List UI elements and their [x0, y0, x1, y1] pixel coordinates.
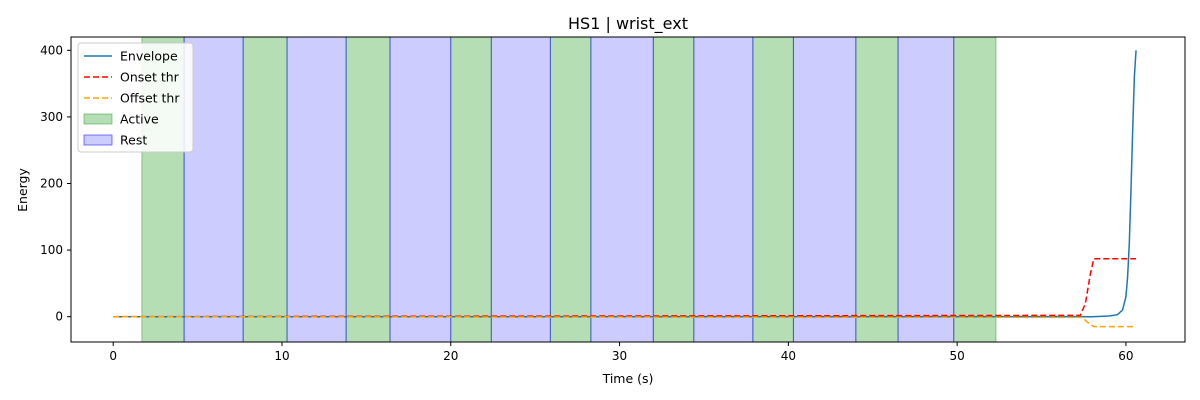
- rest-band: [693, 36, 754, 343]
- y-axis: 0 100 200 300 400: [40, 43, 71, 324]
- x-axis-label: Time (s): [602, 371, 654, 386]
- active-band: [953, 36, 997, 343]
- rest-band: [286, 36, 347, 343]
- x-tick-label: 10: [274, 349, 289, 363]
- x-axis: 0 10 20 30 40 50 60: [109, 342, 1134, 363]
- onset-thr-line: [113, 258, 1137, 318]
- x-tick-label: 40: [781, 349, 796, 363]
- legend-label: Onset thr: [120, 70, 180, 85]
- active-band: [345, 36, 391, 343]
- offset-thr-line: [113, 315, 1137, 328]
- legend-swatch: [83, 113, 113, 125]
- active-band: [652, 36, 695, 343]
- legend-box: [77, 42, 194, 153]
- shaded-bands: [141, 36, 997, 343]
- y-tick-label: 100: [40, 243, 63, 257]
- legend-label: Rest: [120, 133, 147, 148]
- x-tick-label: 20: [443, 349, 458, 363]
- active-band: [450, 36, 492, 343]
- legend: Envelope Onset thr Offset thr Active Rest: [77, 42, 194, 153]
- rest-band: [490, 36, 551, 343]
- x-tick-label: 0: [109, 349, 117, 363]
- y-tick-label: 400: [40, 43, 63, 57]
- rest-band: [792, 36, 857, 343]
- legend-swatch: [83, 134, 113, 146]
- x-tick-label: 30: [612, 349, 627, 363]
- legend-label: Offset thr: [120, 91, 180, 106]
- y-tick-label: 300: [40, 110, 63, 124]
- active-band: [242, 36, 288, 343]
- y-tick-label: 0: [55, 310, 63, 324]
- rest-band: [590, 36, 654, 343]
- x-tick-label: 50: [949, 349, 964, 363]
- rest-band: [183, 36, 244, 343]
- active-band: [549, 36, 592, 343]
- plot-frame: [70, 36, 1186, 343]
- active-band: [752, 36, 794, 343]
- y-tick-label: 200: [40, 177, 63, 191]
- chart-title: HS1 | wrist_ext: [568, 14, 688, 34]
- data-lines: [113, 50, 1137, 328]
- active-band: [855, 36, 899, 343]
- rest-band: [389, 36, 452, 343]
- rest-band: [897, 36, 955, 343]
- envelope-line: [113, 50, 1137, 318]
- legend-label: Active: [120, 112, 159, 127]
- x-tick-label: 60: [1118, 349, 1133, 363]
- legend-label: Envelope: [120, 49, 178, 64]
- y-axis-label: Energy: [15, 168, 30, 212]
